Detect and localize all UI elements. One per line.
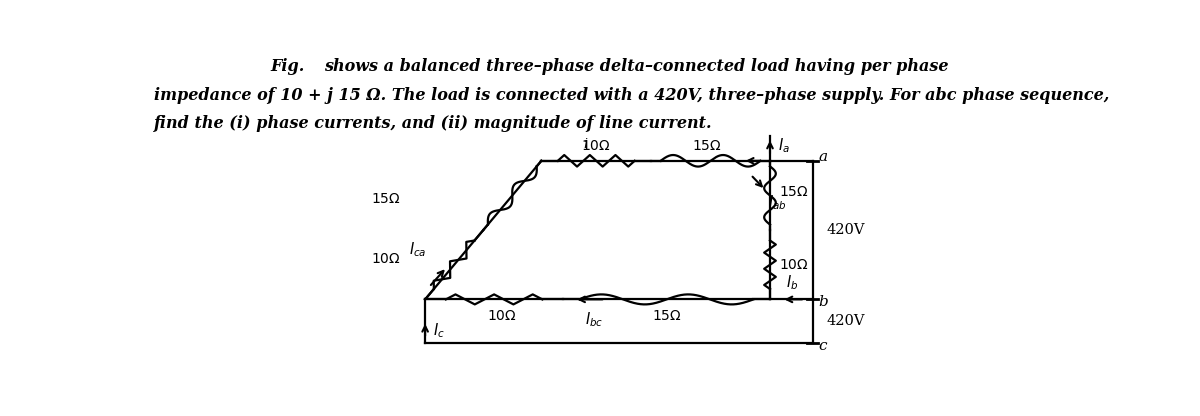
Text: $I_b$: $I_b$: [786, 273, 798, 292]
Text: $I_{ca}$: $I_{ca}$: [408, 241, 426, 259]
Text: $15\Omega$: $15\Omega$: [691, 139, 721, 153]
Text: $10\Omega$: $10\Omega$: [371, 252, 401, 265]
Text: $I_a$: $I_a$: [778, 136, 790, 155]
Text: a: a: [818, 150, 828, 164]
Text: c: c: [818, 339, 827, 353]
Text: b: b: [818, 295, 828, 310]
Text: $10\Omega$: $10\Omega$: [779, 258, 809, 272]
Text: $I_{bc}$: $I_{bc}$: [584, 310, 602, 329]
Text: 420V: 420V: [827, 314, 865, 328]
Text: $15\Omega$: $15\Omega$: [779, 185, 809, 198]
Text: Fig.: Fig.: [270, 58, 305, 75]
Text: $I_c$: $I_c$: [433, 322, 445, 340]
Text: shows a balanced three–phase delta–connected load having per phase: shows a balanced three–phase delta–conne…: [324, 58, 949, 75]
Text: find the (i) phase currents, and (ii) magnitude of line current.: find the (i) phase currents, and (ii) ma…: [154, 114, 713, 131]
Text: $15\Omega$: $15\Omega$: [652, 310, 682, 323]
Text: $10\Omega$: $10\Omega$: [581, 139, 611, 153]
Text: $10\Omega$: $10\Omega$: [487, 310, 517, 323]
Text: 420V: 420V: [827, 223, 865, 237]
Text: impedance of 10 + j 15 Ω. The load is connected with a 420V, three–phase supply.: impedance of 10 + j 15 Ω. The load is co…: [154, 87, 1109, 104]
Text: $15\Omega$: $15\Omega$: [371, 192, 401, 206]
Text: i: i: [583, 138, 588, 151]
Text: $I_{ab}$: $I_{ab}$: [768, 193, 787, 212]
